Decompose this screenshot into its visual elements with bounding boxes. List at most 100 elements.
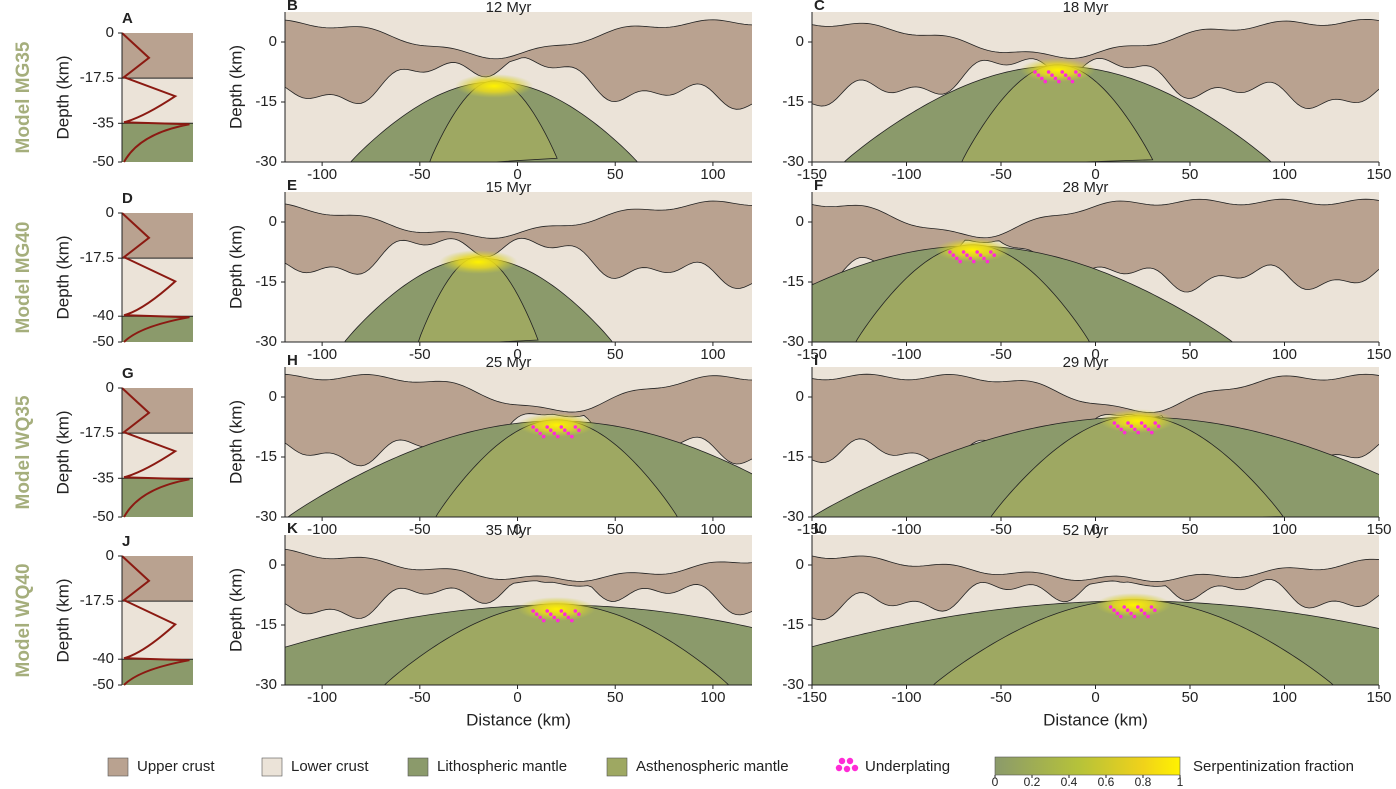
cross-section: -100-500501000-15-30H25 MyrDepth (km)	[226, 352, 830, 538]
panel-letter: K	[287, 520, 298, 537]
underplating-dot	[1146, 615, 1150, 619]
x-tick-label: -50	[990, 346, 1012, 363]
serpentinization	[518, 413, 596, 437]
y-tick-label: -30	[255, 508, 277, 525]
y-tick-label: -50	[92, 676, 114, 693]
x-tick-label: 100	[700, 166, 725, 183]
x-tick-label: 50	[607, 166, 624, 183]
panel-letter: J	[122, 533, 130, 550]
y-tick-label: -17.5	[80, 249, 114, 266]
underplating-dot	[1071, 80, 1075, 84]
underplating-dot	[1133, 615, 1137, 619]
x-tick-label: 150	[1366, 346, 1391, 363]
y-tick-label: -50	[92, 333, 114, 350]
underplating-dot	[1119, 615, 1123, 619]
y-axis-label: Depth (km)	[53, 235, 72, 319]
legend-swatch	[607, 758, 627, 776]
y-tick-label: -17.5	[80, 592, 114, 609]
mantle-layer	[122, 478, 193, 517]
x-tick-label: -50	[409, 166, 431, 183]
y-tick-label: -15	[255, 93, 277, 110]
legend-swatch	[108, 758, 128, 776]
underplating-dot	[556, 435, 560, 439]
x-tick-label: 150	[1366, 166, 1391, 183]
legend-label: Upper crust	[137, 758, 215, 775]
y-tick-label: 0	[106, 204, 114, 221]
underplating-dot	[1143, 424, 1147, 428]
y-axis-label: Depth (km)	[53, 410, 72, 494]
y-tick-label: -40	[92, 650, 114, 667]
colorbar-tick-label: 0	[992, 775, 999, 789]
panel-letter: L	[814, 520, 823, 537]
underplating-dot	[567, 432, 571, 436]
x-tick-label: -100	[307, 346, 337, 363]
x-tick-label: 100	[1272, 689, 1297, 706]
y-tick-label: -30	[782, 153, 804, 170]
model-label: Model MG35	[13, 41, 34, 153]
y-tick-label: -17.5	[80, 424, 114, 441]
time-label: 29 Myr	[1063, 354, 1109, 371]
x-tick-label: -100	[307, 689, 337, 706]
underplating-dot	[1077, 73, 1081, 77]
underplating-dot	[1122, 605, 1126, 609]
panel-letter: G	[122, 365, 134, 382]
time-label: 18 Myr	[1063, 0, 1109, 16]
underplating-dot	[545, 609, 549, 613]
y-tick-label: -30	[782, 508, 804, 525]
x-tick-label: 0	[513, 689, 521, 706]
underplating-dot	[1112, 608, 1116, 612]
underplating-dot	[982, 257, 986, 261]
cross-section: -100-500501000-15-30E15 MyrDepth (km)	[226, 177, 759, 363]
x-tick-label: -50	[990, 689, 1012, 706]
underplating-dot	[1126, 421, 1130, 425]
underplating-dot	[1043, 80, 1047, 84]
y-tick-label: -15	[782, 448, 804, 465]
x-tick-label: -100	[307, 166, 337, 183]
y-tick-label: -40	[92, 307, 114, 324]
underplating-dot	[1126, 608, 1130, 612]
y-tick-label: -15	[255, 448, 277, 465]
underplating-dot	[1136, 431, 1140, 435]
panel-letter: A	[122, 10, 133, 27]
lower-crust-layer	[122, 433, 193, 478]
underplating-dot	[531, 609, 535, 613]
legend-dot	[844, 766, 850, 772]
serpentinization	[439, 250, 517, 274]
legend-dot	[847, 758, 853, 764]
underplating-dot	[986, 260, 990, 264]
underplating-dot	[1147, 428, 1151, 432]
y-tick-label: -50	[92, 153, 114, 170]
underplating-dot	[552, 432, 556, 436]
y-axis-label: Depth (km)	[226, 225, 245, 309]
model-label: Model MG40	[13, 222, 34, 334]
underplating-dot	[577, 428, 581, 432]
underplating-dot	[574, 425, 578, 429]
panel-letter: B	[287, 0, 298, 14]
legend-dot	[852, 765, 858, 771]
panel-letter: F	[814, 177, 823, 194]
underplating-dot	[1047, 70, 1051, 74]
underplating-dot	[1054, 77, 1058, 81]
y-axis-label: Depth (km)	[53, 578, 72, 662]
mantle-layer	[122, 659, 193, 685]
underplating-dot	[1074, 70, 1078, 74]
serpentinization	[1096, 593, 1172, 617]
strength-profile: 0-17.5-35-50GDepth (km)Model WQ35	[13, 365, 193, 525]
underplating-dot	[545, 425, 549, 429]
underplating-dot	[1139, 608, 1143, 612]
legend-label: Underplating	[865, 758, 950, 775]
underplating-dot	[570, 435, 574, 439]
y-tick-label: -17.5	[80, 69, 114, 86]
serpentinization	[1099, 409, 1175, 433]
underplating-dot	[1033, 70, 1037, 74]
lower-crust-layer	[122, 258, 193, 316]
y-tick-label: 0	[106, 24, 114, 41]
y-tick-label: -50	[92, 508, 114, 525]
underplating-dot	[1153, 421, 1157, 425]
underplating-dot	[1040, 77, 1044, 81]
underplating-dot	[1150, 605, 1154, 609]
serpentinization	[518, 597, 596, 621]
y-tick-label: -15	[782, 93, 804, 110]
y-axis-label: Depth (km)	[226, 45, 245, 129]
